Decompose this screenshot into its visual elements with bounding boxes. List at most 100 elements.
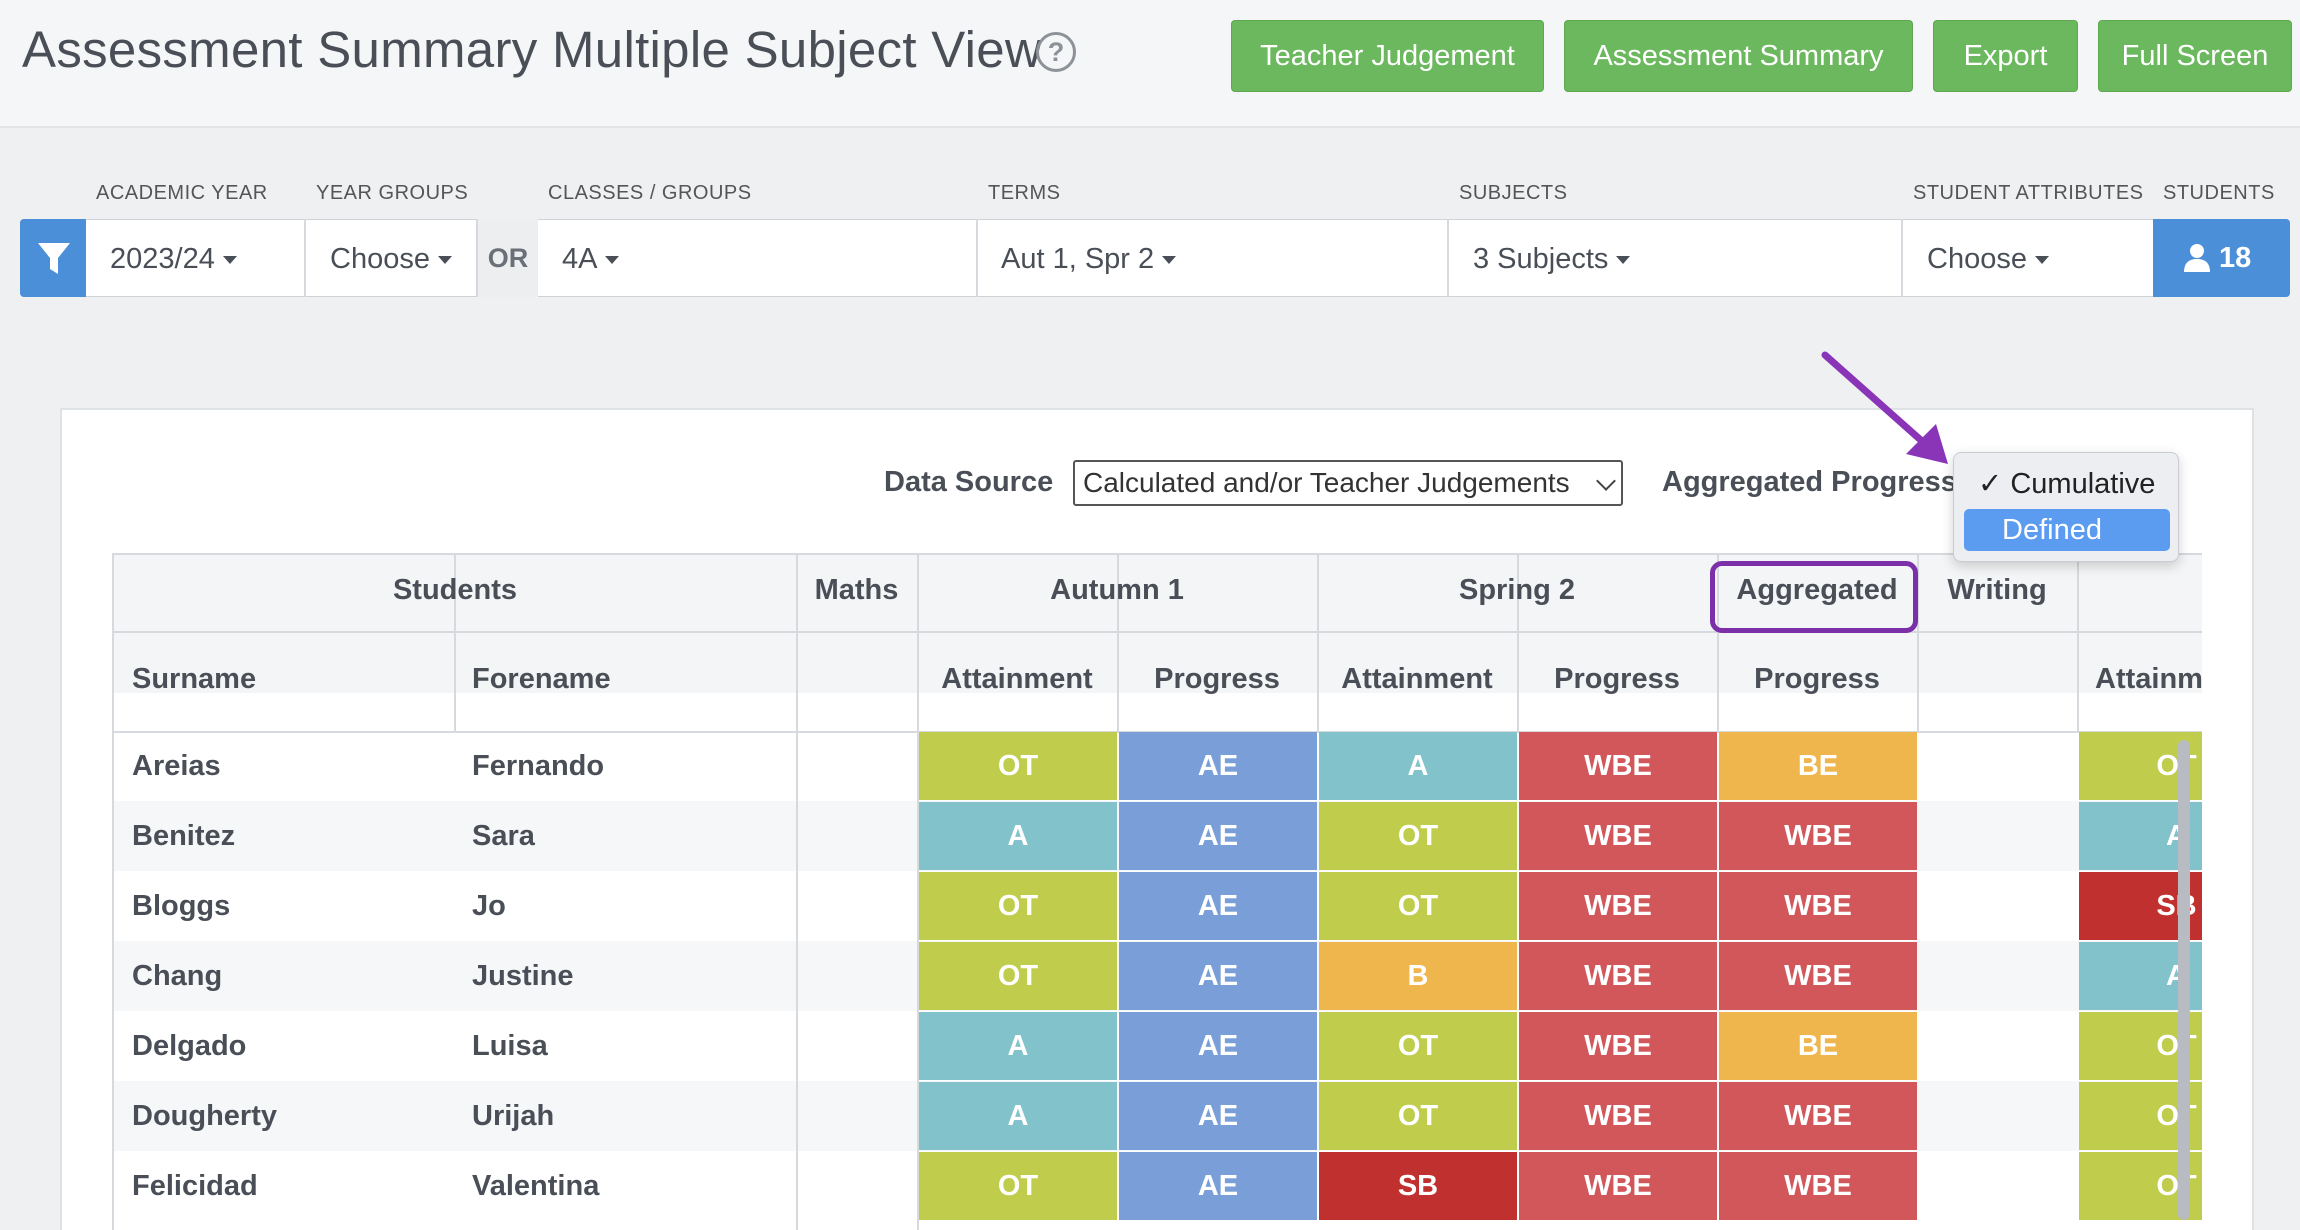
teacher-judgement-button[interactable]: Teacher Judgement xyxy=(1231,20,1544,92)
grade-badge[interactable]: AE xyxy=(1119,1012,1317,1080)
grade-badge[interactable]: AE xyxy=(1119,942,1317,1010)
surname-cell: Bloggs xyxy=(132,890,231,922)
grade-badge[interactable]: WBE xyxy=(1719,942,1917,1010)
column-divider xyxy=(454,553,456,731)
grade-badge[interactable]: OT xyxy=(919,1152,1117,1220)
assessment-summary-button[interactable]: Assessment Summary xyxy=(1564,20,1913,92)
forename-cell: Luisa xyxy=(472,1030,548,1062)
table-header-bg xyxy=(114,553,2202,693)
scrollbar[interactable] xyxy=(2178,740,2190,1220)
classes-label: CLASSES / GROUPS xyxy=(548,182,752,204)
year-groups-select[interactable] xyxy=(306,219,478,297)
grade-badge[interactable]: WBE xyxy=(1719,1082,1917,1150)
forename-cell: Valentina xyxy=(472,1170,600,1202)
grade-badge[interactable]: WBE xyxy=(1719,1152,1917,1220)
forename-cell: Jo xyxy=(472,890,506,922)
grade-badge[interactable]: AE xyxy=(1119,1082,1317,1150)
dropdown-option-cumulative[interactable]: ✓ Cumulative xyxy=(1978,468,2156,500)
subjects-select[interactable] xyxy=(1449,219,1903,297)
column-divider xyxy=(1317,553,1319,731)
help-icon[interactable]: ? xyxy=(1036,32,1076,72)
grade-badge[interactable]: AE xyxy=(1119,802,1317,870)
surname-cell: Areias xyxy=(132,750,221,782)
academic-year-label: ACADEMIC YEAR xyxy=(96,182,268,204)
academic-year-value: 2023/24 xyxy=(110,243,237,276)
grade-badge[interactable]: OT xyxy=(1319,1082,1517,1150)
column-divider xyxy=(1917,553,1919,731)
group-header-writing: Writing xyxy=(1947,574,2047,606)
column-header-w-att[interactable]: Attainm xyxy=(2095,663,2202,695)
classes-value: 4A xyxy=(562,243,620,276)
group-header-aggregated: Aggregated xyxy=(1736,574,1898,606)
full-screen-button[interactable]: Full Screen xyxy=(2098,20,2292,92)
grade-badge[interactable]: A xyxy=(919,1012,1117,1080)
terms-select[interactable] xyxy=(978,219,1449,297)
grade-badge[interactable]: A xyxy=(1319,732,1517,800)
column-header-a1-prog[interactable]: Progress xyxy=(1154,663,1280,695)
group-header-maths: Maths xyxy=(814,574,899,606)
aggregated-highlight xyxy=(1710,561,1918,633)
surname-cell: Dougherty xyxy=(132,1100,277,1132)
grade-badge[interactable]: WBE xyxy=(1519,1152,1717,1220)
grade-badge[interactable]: OT xyxy=(919,732,1117,800)
grade-badge[interactable]: AE xyxy=(1119,1152,1317,1220)
grade-badge[interactable]: OT xyxy=(1319,802,1517,870)
data-source-select[interactable]: Calculated and/or Teacher Judgements xyxy=(1073,460,1623,506)
student-attributes-label: STUDENT ATTRIBUTES xyxy=(1913,182,2144,204)
grade-badge[interactable]: WBE xyxy=(1519,942,1717,1010)
filter-button[interactable] xyxy=(20,219,86,297)
surname-cell: Benitez xyxy=(132,820,236,852)
grade-badge[interactable]: WBE xyxy=(1519,1012,1717,1080)
grade-badge[interactable]: A xyxy=(919,802,1117,870)
terms-label: TERMS xyxy=(988,182,1061,204)
surname-cell: Chang xyxy=(132,960,223,992)
grade-badge[interactable]: WBE xyxy=(1519,1082,1717,1150)
column-divider xyxy=(1517,553,1519,731)
group-header-students: Students xyxy=(392,574,518,606)
arrow-annotation-icon xyxy=(1821,351,1948,464)
grade-badge[interactable]: OT xyxy=(919,942,1117,1010)
grade-badge[interactable]: OT xyxy=(919,872,1117,940)
students-label: STUDENTS xyxy=(2163,182,2275,204)
forename-cell: Sara xyxy=(472,820,535,852)
subjects-value: 3 Subjects xyxy=(1473,243,1631,276)
group-header-spring2: Spring 2 xyxy=(1458,574,1575,606)
grade-badge[interactable]: WBE xyxy=(1519,732,1717,800)
grade-badge[interactable]: SB xyxy=(1319,1152,1517,1220)
grade-badge[interactable]: B xyxy=(1319,942,1517,1010)
column-header-surname[interactable]: Surname xyxy=(132,663,257,695)
column-divider xyxy=(917,553,919,1230)
or-separator: OR xyxy=(478,219,538,297)
export-button[interactable]: Export xyxy=(1933,20,2078,92)
grade-badge[interactable]: OT xyxy=(1319,872,1517,940)
grade-badge[interactable]: BE xyxy=(1719,732,1917,800)
group-header-autumn1: Autumn 1 xyxy=(1050,574,1184,606)
forename-cell: Urijah xyxy=(472,1100,555,1132)
column-header-agg-prog[interactable]: Progress xyxy=(1754,663,1880,695)
aggregated-progress-dropdown[interactable]: ✓ Cumulative Defined xyxy=(1953,452,2179,562)
grade-badge[interactable]: AE xyxy=(1119,732,1317,800)
academic-year-select[interactable] xyxy=(86,219,306,297)
grade-badge[interactable]: WBE xyxy=(1719,802,1917,870)
user-icon xyxy=(2184,244,2210,272)
column-header-s2-prog[interactable]: Progress xyxy=(1554,663,1680,695)
dropdown-option-defined[interactable]: Defined xyxy=(1964,509,2170,551)
grade-badge[interactable]: AE xyxy=(1119,872,1317,940)
grade-badge[interactable]: WBE xyxy=(1719,872,1917,940)
grade-badge[interactable]: OT xyxy=(1319,1012,1517,1080)
surname-cell: Delgado xyxy=(132,1030,247,1062)
grade-badge[interactable]: BE xyxy=(1719,1012,1917,1080)
students-button[interactable]: 18 xyxy=(2153,219,2290,297)
column-header-a1-att[interactable]: Attainment xyxy=(941,663,1093,695)
classes-select[interactable] xyxy=(538,219,978,297)
filter-bar xyxy=(20,219,2290,297)
column-header-s2-att[interactable]: Attainment xyxy=(1341,663,1493,695)
chevron-down-icon xyxy=(1596,471,1616,491)
grade-badge[interactable]: WBE xyxy=(1519,872,1717,940)
column-divider xyxy=(1117,553,1119,731)
grade-badge[interactable]: A xyxy=(919,1082,1117,1150)
grade-badge[interactable]: WBE xyxy=(1519,802,1717,870)
student-attributes-value: Choose xyxy=(1927,243,2049,276)
column-divider xyxy=(796,553,798,1230)
column-header-forename[interactable]: Forename xyxy=(472,663,611,695)
